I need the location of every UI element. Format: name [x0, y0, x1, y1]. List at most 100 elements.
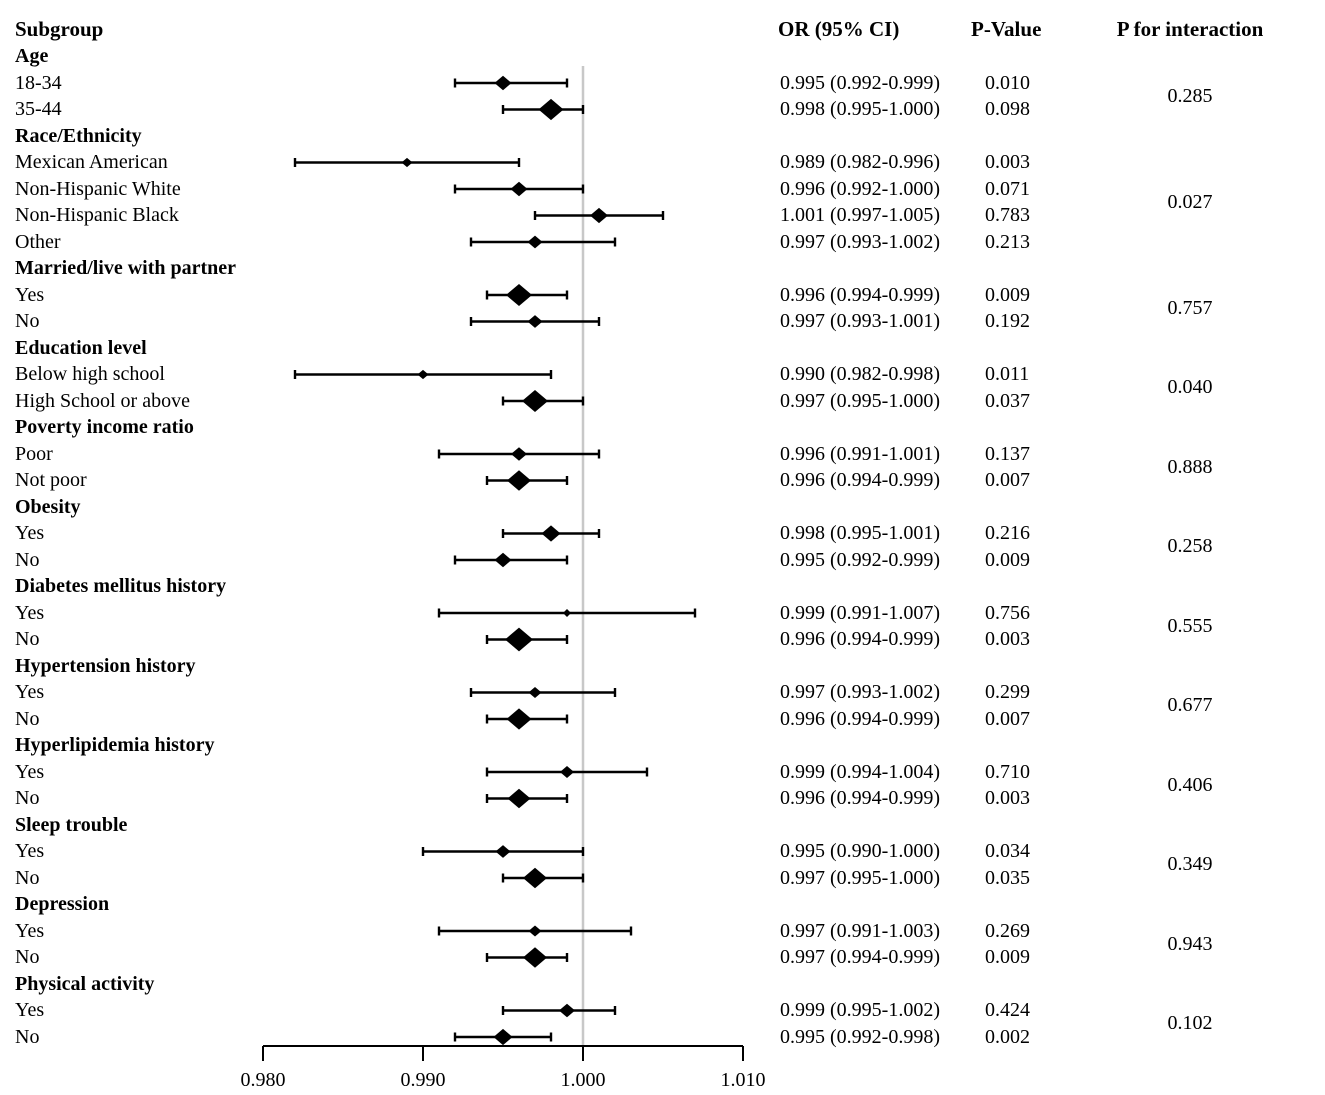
or-ci-value: 0.995 (0.990-1.000): [780, 840, 940, 862]
row-label: Non-Hispanic Black: [15, 204, 179, 226]
row-label: No: [15, 866, 40, 889]
p-value: 0.009: [985, 548, 1030, 571]
or-diamond: [417, 369, 429, 380]
or-ci-value: 0.998 (0.995-1.000): [780, 98, 940, 120]
column-header-p-interaction: P for interaction: [1116, 17, 1264, 41]
row-label: No: [15, 1025, 40, 1048]
p-value: 0.003: [985, 787, 1030, 809]
or-diamond: [527, 235, 543, 249]
row-label: Yes: [15, 283, 45, 306]
row-label: Yes: [15, 999, 45, 1021]
p-interaction-value: 0.757: [1167, 296, 1213, 319]
or-ci-value: 0.996 (0.992-1.000): [780, 177, 940, 200]
or-diamond: [560, 766, 574, 778]
or-diamond: [495, 845, 511, 858]
p-interaction-value: 0.888: [1167, 455, 1213, 478]
row-label: Yes: [15, 601, 45, 624]
or-diamond: [522, 389, 548, 413]
p-value: 0.783: [985, 204, 1030, 226]
p-interaction-value: 0.285: [1167, 84, 1213, 107]
or-diamond: [505, 627, 533, 652]
or-diamond: [538, 98, 564, 121]
row-label: Yes: [15, 681, 45, 703]
or-diamond: [527, 315, 543, 328]
group-label: Education level: [15, 336, 147, 359]
row-label: No: [15, 548, 40, 571]
p-value: 0.071: [985, 177, 1030, 200]
or-ci-value: 0.997 (0.993-1.001): [780, 310, 940, 332]
row-label: No: [15, 628, 40, 650]
row-label: No: [15, 707, 40, 730]
p-value: 0.011: [985, 363, 1030, 385]
axis-tick-label: 1.010: [720, 1068, 766, 1091]
group-label: Sleep trouble: [15, 813, 128, 836]
p-interaction-value: 0.555: [1167, 614, 1213, 637]
group-label: Poverty income ratio: [15, 416, 194, 438]
row-label: No: [15, 946, 40, 968]
or-ci-value: 0.997 (0.994-0.999): [780, 946, 940, 968]
group-label: Diabetes mellitus history: [15, 575, 227, 597]
row-label: Non-Hispanic White: [15, 177, 181, 200]
group-label: Obesity: [15, 495, 81, 518]
p-value: 0.192: [985, 310, 1030, 332]
p-value: 0.009: [985, 283, 1030, 306]
p-interaction-value: 0.677: [1167, 694, 1213, 717]
row-label: Poor: [15, 442, 53, 465]
or-ci-value: 0.998 (0.995-1.001): [780, 522, 940, 544]
group-label: Race/Ethnicity: [15, 124, 142, 147]
or-ci-value: 0.990 (0.982-0.998): [780, 363, 940, 385]
p-value: 0.034: [985, 840, 1030, 862]
or-ci-value: 0.996 (0.994-0.999): [780, 469, 940, 491]
row-label: No: [15, 787, 40, 809]
or-ci-value: 0.989 (0.982-0.996): [780, 151, 940, 173]
or-ci-value: 0.996 (0.991-1.001): [780, 442, 940, 465]
or-ci-value: 0.999 (0.991-1.007): [780, 601, 940, 624]
row-label: High School or above: [15, 389, 190, 412]
p-value: 0.002: [985, 1025, 1030, 1048]
p-interaction-value: 0.040: [1167, 376, 1213, 399]
p-value: 0.098: [985, 98, 1030, 120]
or-diamond: [563, 609, 571, 617]
p-value: 0.035: [985, 866, 1030, 889]
or-ci-value: 0.996 (0.994-0.999): [780, 787, 940, 809]
p-value: 0.299: [985, 681, 1030, 703]
p-value: 0.213: [985, 230, 1030, 253]
or-diamond: [523, 947, 547, 968]
or-ci-value: 0.995 (0.992-0.999): [780, 548, 940, 571]
or-diamond: [494, 552, 512, 568]
row-label: Mexican American: [15, 151, 168, 173]
p-value: 0.137: [985, 442, 1030, 465]
or-diamond: [506, 283, 532, 307]
or-diamond: [493, 1028, 513, 1046]
row-label: Yes: [15, 522, 45, 544]
or-ci-value: 0.999 (0.995-1.002): [780, 999, 940, 1021]
or-diamond: [559, 1003, 575, 1018]
p-value: 0.009: [985, 946, 1030, 968]
p-interaction-value: 0.102: [1167, 1012, 1213, 1035]
row-label: Yes: [15, 760, 45, 783]
p-interaction-value: 0.349: [1167, 853, 1213, 876]
or-ci-value: 0.997 (0.993-1.002): [780, 230, 940, 253]
or-ci-value: 0.995 (0.992-0.999): [780, 71, 940, 94]
column-header-or-ci: OR (95% CI): [778, 17, 900, 41]
or-ci-value: 0.997 (0.991-1.003): [780, 919, 940, 942]
row-label: Not poor: [15, 469, 87, 491]
or-diamond: [528, 925, 542, 937]
column-header-p-value: P-Value: [971, 17, 1042, 41]
p-interaction-value: 0.258: [1167, 535, 1213, 558]
p-value: 0.010: [985, 71, 1030, 94]
or-diamond: [511, 447, 527, 461]
or-ci-value: 0.996 (0.994-0.999): [780, 283, 940, 306]
p-value: 0.756: [985, 601, 1030, 624]
p-value: 0.007: [985, 707, 1030, 730]
group-label: Hypertension history: [15, 654, 196, 677]
p-value: 0.216: [985, 522, 1030, 544]
or-diamond: [541, 525, 561, 542]
axis-tick-label: 0.990: [400, 1068, 446, 1091]
row-label: Yes: [15, 840, 45, 862]
column-header-subgroup: Subgroup: [15, 17, 104, 41]
p-value: 0.003: [985, 628, 1030, 650]
p-interaction-value: 0.406: [1167, 773, 1213, 796]
or-diamond: [401, 157, 413, 168]
p-value: 0.710: [985, 760, 1030, 783]
